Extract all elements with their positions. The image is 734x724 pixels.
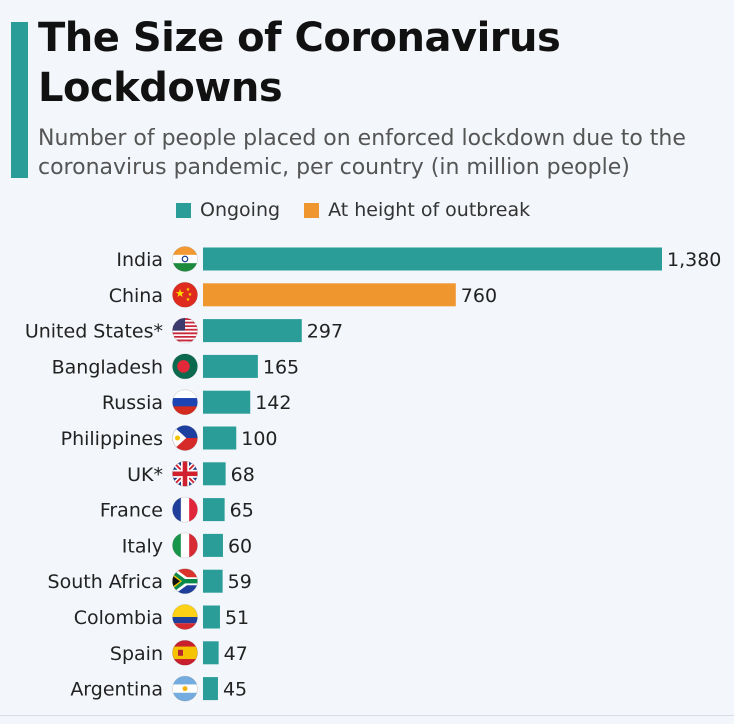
category-label: Colombia [74, 607, 163, 629]
legend-item-ongoing: Ongoing [176, 199, 280, 221]
value-label: 297 [307, 321, 343, 343]
bar-row-philippines: Philippines 100 [61, 425, 278, 451]
category-label: India [116, 249, 163, 271]
bar-row-china: China ★ ★★★ 760 [109, 281, 497, 308]
bar [203, 247, 662, 271]
legend-label-height: At height of outbreak [328, 199, 531, 221]
title-accent-bar [11, 22, 28, 178]
value-label: 142 [255, 392, 291, 414]
bar [203, 641, 219, 665]
value-label: 47 [224, 643, 248, 665]
legend-swatch-height [304, 202, 320, 218]
bar-row-italy: Italy 60 [122, 532, 252, 559]
chart-legend: Ongoing At height of outbreak [176, 196, 554, 224]
category-label: Philippines [61, 428, 163, 450]
bar-row-colombia: Colombia 51 [74, 604, 249, 630]
bar-row-uk: UK* 68 [127, 460, 255, 487]
chart-title: The Size of Coronavirus Lockdowns [38, 15, 561, 111]
uk-flag-icon [172, 460, 198, 487]
legend-item-height: At height of outbreak [304, 199, 530, 221]
bar [203, 569, 223, 593]
value-label: 51 [225, 607, 249, 629]
italy-flag-icon [172, 532, 198, 559]
category-label: Spain [110, 643, 163, 665]
south-africa-flag-icon [172, 568, 198, 595]
china-flag-icon: ★ ★★★ [172, 281, 198, 308]
bar [203, 605, 220, 629]
value-label: 60 [228, 535, 252, 557]
argentina-flag-icon [172, 675, 198, 702]
russia-flag-icon [172, 389, 198, 416]
svg-text:★: ★ [175, 287, 185, 300]
colombia-flag-icon [172, 604, 198, 630]
bar-row-spain: Spain 47 [110, 639, 248, 666]
value-label: 45 [223, 679, 247, 701]
category-label: Russia [102, 392, 163, 414]
value-label: 100 [241, 428, 277, 450]
france-flag-icon [172, 496, 198, 523]
svg-text:★: ★ [188, 292, 193, 298]
bar [203, 533, 223, 557]
svg-text:★: ★ [186, 297, 191, 303]
bar-row-south-africa: South Africa 59 [48, 568, 252, 595]
category-label: Argentina [70, 679, 163, 701]
legend-label-ongoing: Ongoing [200, 199, 281, 221]
bangladesh-flag-icon [172, 353, 198, 380]
category-label: United States* [25, 321, 163, 343]
united-states-flag-icon [172, 317, 198, 344]
bar [203, 677, 218, 701]
divider [0, 715, 734, 716]
bar [203, 498, 225, 522]
chart-subtitle: Number of people placed on enforced lock… [38, 126, 686, 180]
india-flag-icon [172, 246, 198, 272]
bar [203, 462, 226, 486]
legend-swatch-ongoing [176, 202, 191, 218]
category-label: South Africa [48, 571, 163, 593]
value-label: 68 [231, 464, 255, 486]
bar [203, 283, 456, 307]
bar-row-united-states: United States* 297 [25, 317, 343, 344]
bar [203, 390, 251, 414]
value-label: 59 [228, 571, 252, 593]
svg-text:★: ★ [186, 287, 191, 293]
category-label: UK* [127, 464, 163, 486]
bar-row-bangladesh: Bangladesh 165 [52, 353, 299, 380]
bar-row-france: France 65 [100, 496, 254, 523]
value-label: 65 [230, 500, 254, 522]
category-label: China [109, 285, 163, 307]
spain-flag-icon [172, 639, 198, 666]
bar [203, 354, 258, 378]
bar-row-india: India 1,380 [116, 246, 721, 272]
category-label: France [100, 500, 163, 522]
value-label: 165 [263, 356, 299, 378]
philippines-flag-icon [172, 425, 198, 451]
value-label: 760 [461, 285, 497, 307]
value-label: 1,380 [667, 249, 721, 271]
bar [203, 426, 237, 450]
bar-row-argentina: Argentina 45 [70, 675, 247, 702]
category-label: Italy [122, 535, 163, 557]
category-label: Bangladesh [52, 356, 163, 378]
bar-row-russia: Russia 142 [102, 389, 291, 416]
bar [203, 319, 302, 343]
